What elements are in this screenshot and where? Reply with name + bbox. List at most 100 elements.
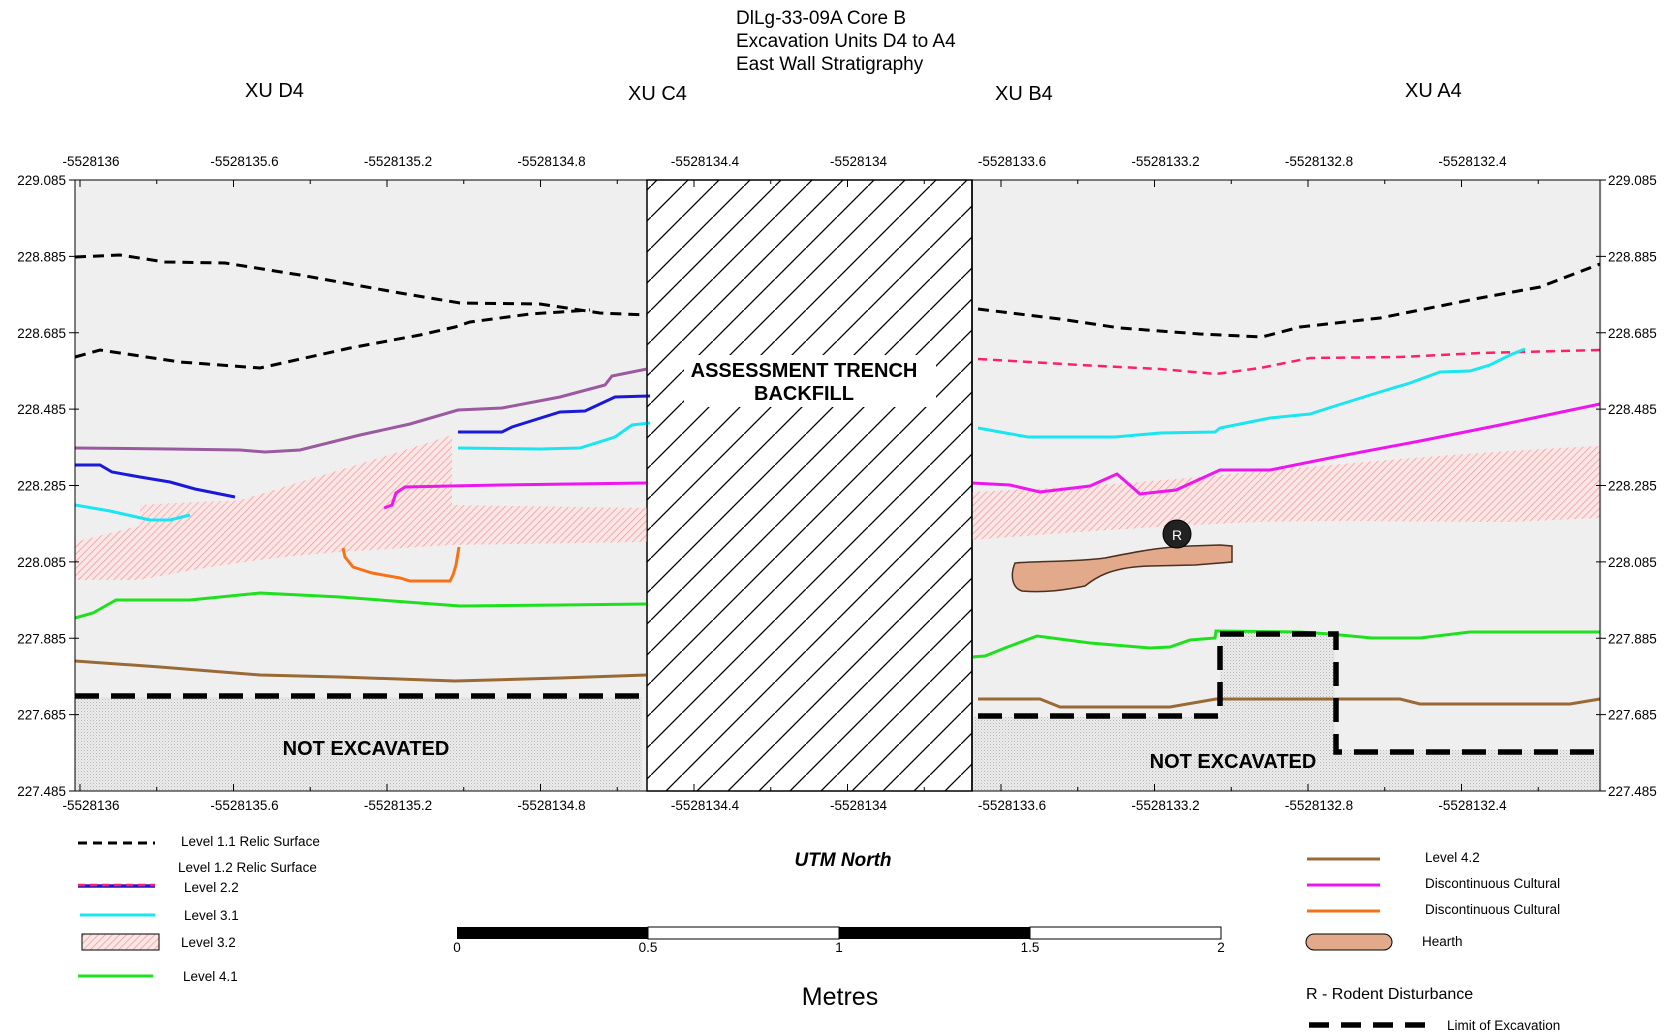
- y-tick-label-right: 228.885: [1608, 249, 1657, 264]
- x-tick-label-bottom: -5528132.8: [1285, 798, 1353, 813]
- x-tick-label-top: -5528136: [62, 154, 119, 169]
- y-axis-left: 229.085 228.885 228.685 228.485 228.285 228.0…: [17, 173, 79, 799]
- x-tick-label-bottom: -5528134: [830, 798, 888, 813]
- discontinuous-cultural-magenta-lines: [383, 402, 1601, 510]
- assessment-trench-backfill: [646, 179, 973, 792]
- x-tick-label-bottom: -5528133.2: [1131, 798, 1199, 813]
- level-4-1-lines: [74, 591, 1600, 659]
- x-tick-label-top: -5528134.4: [671, 154, 740, 169]
- title-line-1: DlLg-33-09A Core B: [736, 8, 906, 29]
- y-tick-label-right: 228.685: [1608, 326, 1657, 341]
- limit-of-excavation-lines: [75, 631, 1600, 755]
- legend-label-disc-cultural-orange: Discontinuous Cultural: [1425, 902, 1560, 917]
- scale-bar-tick-label: 0.5: [639, 940, 658, 955]
- y-tick-label-left: 228.085: [17, 555, 66, 570]
- y-axis-right: 229.085 228.885 228.685 228.485 228.285 228.0…: [1596, 173, 1657, 799]
- unit-label-d4: XU D4: [245, 80, 304, 102]
- title-line-3: East Wall Stratigraphy: [736, 54, 924, 75]
- x-tick-label-bottom: -5528134.8: [517, 798, 585, 813]
- x-tick-label-top: -5528135.2: [364, 154, 432, 169]
- hearth-feature: [1011, 544, 1233, 593]
- x-tick-label-bottom: -5528135.2: [364, 798, 432, 813]
- legend-label-level-4-1: Level 4.1: [183, 969, 238, 984]
- scale-bar-segment-2: [647, 926, 840, 940]
- scale-bar: 0 0.5 1 1.5 2: [453, 926, 1225, 955]
- y-tick-label-right: 227.485: [1608, 784, 1657, 799]
- legend-label-level-2-2: Level 2.2: [184, 880, 239, 895]
- y-tick-label-right: 227.685: [1608, 708, 1657, 723]
- y-tick-label-left: 228.885: [17, 249, 66, 264]
- upper-horizon-line: [74, 367, 648, 454]
- legend-label-level-4-2: Level 4.2: [1425, 850, 1480, 865]
- level-1-1-relic-surface-lines: [74, 253, 1601, 370]
- not-excavated-label-right: NOT EXCAVATED: [1150, 751, 1317, 773]
- x-tick-label-top: -5528132.8: [1285, 154, 1353, 169]
- legend-label-level-3-2: Level 3.2: [181, 935, 236, 950]
- rodent-disturbance-marker: [1162, 519, 1192, 549]
- y-tick-label-right: 228.085: [1608, 555, 1657, 570]
- x-tick-label-top: -5528134: [830, 154, 888, 169]
- scale-bar-tick-label: 1.5: [1021, 940, 1040, 955]
- x-tick-label-top: -5528134.8: [517, 154, 585, 169]
- backfill-label-line-1: ASSESSMENT TRENCH: [691, 360, 918, 382]
- x-tick-label-top: -5528135.6: [210, 154, 278, 169]
- legend-right: Level 4.2 Discontinuous Cultural Discont…: [1305, 850, 1560, 1033]
- legend-label-level-1-1: Level 1.1 Relic Surface: [181, 834, 320, 849]
- level-3-2-band-left-lower: [140, 498, 452, 540]
- level-3-2-band-right: [972, 446, 1600, 540]
- y-tick-label-left: 228.485: [17, 402, 66, 417]
- scale-bar-tick-label: 1: [835, 940, 843, 955]
- utm-axis-label: UTM North: [794, 850, 891, 871]
- rodent-disturbance-symbol: R: [1172, 527, 1182, 543]
- x-tick-label-top: -5528133.6: [978, 154, 1046, 169]
- unit-label-b4: XU B4: [995, 83, 1053, 105]
- x-axis-bottom: -5528136 -5528135.6 -5528135.2 -5528134.8 -5…: [62, 784, 1539, 813]
- y-tick-label-left: 227.685: [17, 708, 66, 723]
- x-axis-top: -5528136 -5528135.6 -5528135.2 -5528134.8 -5…: [62, 154, 1539, 187]
- not-excavated-area-left: [75, 697, 642, 791]
- legend-label-limit-of-excavation: Limit of Excavation: [1447, 1018, 1560, 1033]
- legend-label-hearth: Hearth: [1422, 934, 1463, 949]
- y-tick-label-left: 227.485: [17, 784, 66, 799]
- y-tick-label-left: 227.885: [17, 631, 66, 646]
- title-line-2: Excavation Units D4 to A4: [736, 31, 956, 52]
- level-2-2-lines: [75, 394, 651, 499]
- x-tick-label-bottom: -5528135.6: [210, 798, 278, 813]
- backfill-label-line-2: BACKFILL: [754, 383, 854, 405]
- x-tick-label-bottom: -5528133.6: [978, 798, 1046, 813]
- y-tick-label-right: 227.885: [1608, 631, 1657, 646]
- unit-label-c4: XU C4: [628, 83, 687, 105]
- y-tick-label-right: 228.285: [1608, 479, 1657, 494]
- discontinuous-cultural-orange-line: [341, 546, 461, 583]
- legend-left: Level 1.1 Relic Surface Level 1.2 Relic …: [78, 834, 320, 984]
- level-3-1-lines: [74, 347, 1526, 522]
- y-tick-label-right: 228.485: [1608, 402, 1657, 417]
- level-1-2-relic-surface-line: [977, 348, 1601, 376]
- not-excavated-label-left: NOT EXCAVATED: [283, 738, 450, 760]
- x-tick-label-bottom: -5528136: [62, 798, 119, 813]
- scale-bar-segment-4: [1029, 926, 1222, 940]
- y-tick-label-left: 228.685: [17, 326, 66, 341]
- x-tick-label-top: -5528133.2: [1131, 154, 1199, 169]
- scale-bar-segment-3: [839, 927, 1030, 939]
- level-4-2-lines: [74, 659, 1601, 709]
- figure-title: DlLg-33-09A Core B Excavation Units D4 t…: [736, 8, 956, 75]
- legend-symbol-hearth: [1305, 933, 1393, 951]
- legend-symbol-level-3-2: [81, 933, 160, 951]
- y-tick-label-left: 228.285: [17, 479, 66, 494]
- y-tick-label-right: 229.085: [1608, 173, 1657, 188]
- y-tick-label-left: 229.085: [17, 173, 66, 188]
- scale-bar-tick-label: 2: [1217, 940, 1225, 955]
- legend-label-level-1-2: Level 1.2 Relic Surface: [178, 860, 317, 875]
- scale-bar-tick-label: 0: [453, 940, 461, 955]
- metres-label: Metres: [802, 983, 878, 1011]
- x-tick-label-bottom: -5528132.4: [1438, 798, 1507, 813]
- x-tick-label-top: -5528132.4: [1438, 154, 1507, 169]
- legend-label-disc-cultural-magenta: Discontinuous Cultural: [1425, 876, 1560, 891]
- unit-label-a4: XU A4: [1405, 80, 1462, 102]
- scale-bar-segment-1: [457, 927, 648, 939]
- backfill-label-mask: [684, 355, 936, 407]
- x-tick-label-bottom: -5528134.4: [671, 798, 740, 813]
- legend-label-level-3-1: Level 3.1: [184, 908, 239, 923]
